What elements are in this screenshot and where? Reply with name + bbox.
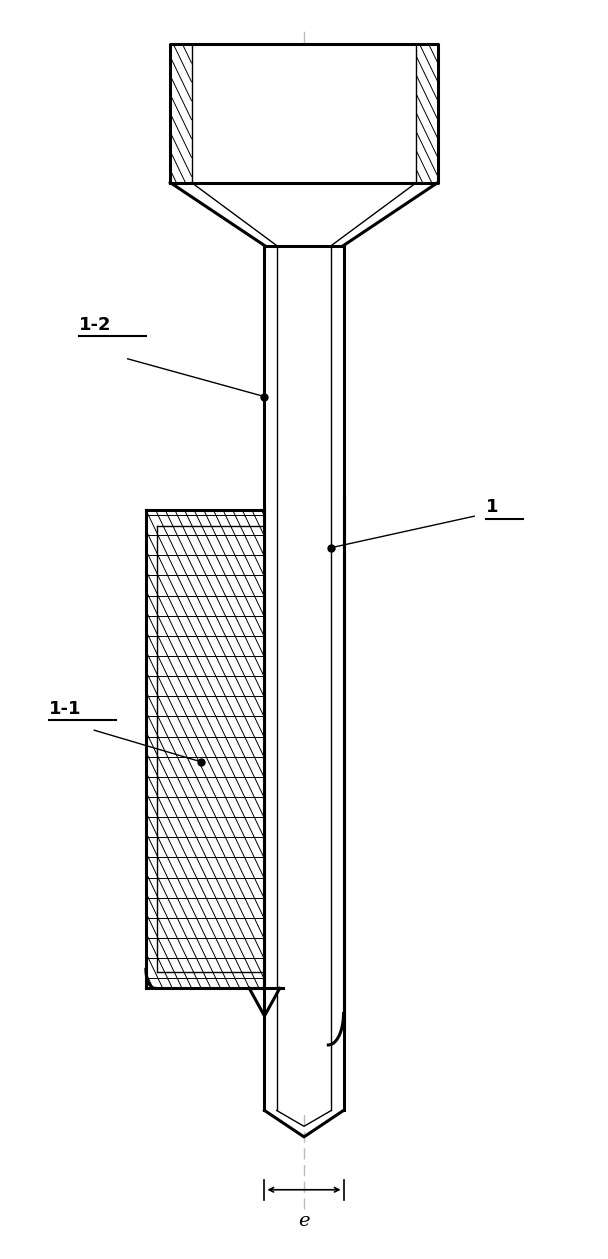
Text: e: e [299,1212,309,1230]
Text: 1: 1 [486,499,499,516]
Text: 1-1: 1-1 [49,700,81,718]
Polygon shape [146,510,264,988]
Polygon shape [170,44,438,183]
Polygon shape [264,246,344,1110]
Text: 1-2: 1-2 [79,316,111,334]
Polygon shape [170,183,438,246]
